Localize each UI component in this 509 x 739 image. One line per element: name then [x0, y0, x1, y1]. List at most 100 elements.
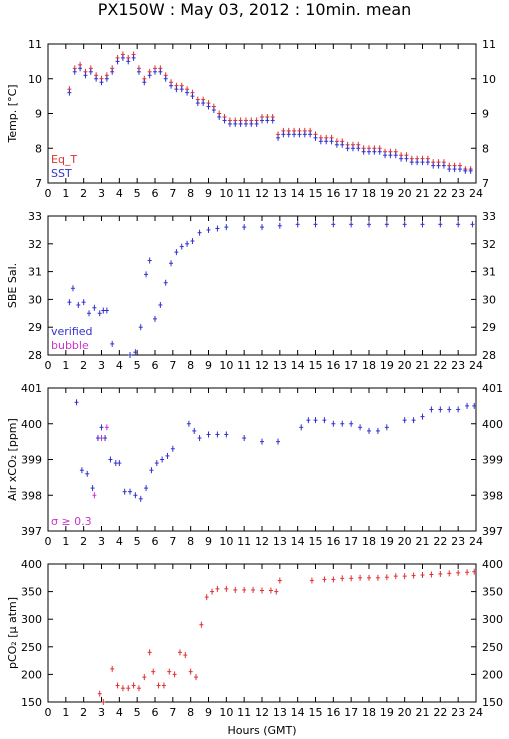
data-point [297, 131, 302, 138]
data-point [260, 587, 264, 594]
data-point [165, 452, 170, 459]
data-point [70, 285, 75, 292]
data-point [151, 668, 156, 675]
data-point [295, 221, 300, 228]
x-tick-label: 0 [45, 187, 52, 200]
data-point [163, 75, 168, 82]
data-point [99, 79, 104, 86]
y-tick-label-right: 11 [482, 38, 496, 51]
data-point [260, 438, 264, 445]
x-tick-label: 0 [45, 535, 52, 548]
data-point [384, 221, 389, 228]
y-tick-label-left: 350 [21, 586, 42, 599]
x-tick-label: 23 [451, 706, 465, 719]
data-point [367, 574, 371, 581]
data-point [402, 417, 407, 424]
data-point [179, 86, 184, 93]
data-point [425, 159, 430, 166]
x-tick-label: 3 [98, 535, 105, 548]
x-tick-label: 23 [451, 535, 465, 548]
data-point [186, 420, 191, 427]
legend-entry: SST [51, 167, 72, 180]
data-point [331, 420, 336, 427]
data-point [334, 141, 339, 148]
data-point [194, 674, 199, 681]
data-point [67, 89, 72, 96]
x-tick-label: 19 [380, 359, 394, 372]
x-tick-label: 3 [98, 187, 105, 200]
data-point [438, 570, 443, 577]
data-point [227, 120, 232, 127]
data-point [345, 145, 350, 152]
data-point [85, 470, 90, 477]
data-point [331, 576, 336, 583]
y-tick-label-left: 32 [28, 238, 42, 251]
data-point [436, 162, 441, 169]
x-axis-label: Hours (GMT) [227, 724, 296, 737]
data-point [447, 406, 452, 413]
data-point [372, 148, 377, 155]
x-tick-label: 22 [433, 706, 447, 719]
x-tick-label: 1 [62, 359, 69, 372]
x-tick-label: 19 [380, 535, 394, 548]
data-point [197, 435, 202, 442]
y-tick-label-right: 397 [482, 525, 503, 538]
data-point [215, 431, 220, 438]
x-tick-label: 12 [255, 359, 269, 372]
data-point [367, 148, 371, 155]
chart-title: PX150W : May 03, 2012 : 10min. mean [97, 0, 412, 19]
x-tick-label: 24 [469, 187, 483, 200]
x-tick-label: 8 [187, 706, 194, 719]
x-tick-label: 7 [169, 706, 176, 719]
x-tick-label: 9 [205, 535, 212, 548]
x-tick-label: 5 [134, 187, 141, 200]
x-tick-label: 16 [326, 706, 340, 719]
data-point [388, 152, 393, 159]
data-point [117, 460, 122, 467]
data-point [99, 424, 104, 431]
x-tick-label: 21 [416, 187, 430, 200]
x-tick-label: 18 [362, 706, 376, 719]
x-tick-label: 6 [152, 359, 159, 372]
x-tick-label: 0 [45, 359, 52, 372]
x-tick-label: 16 [326, 535, 340, 548]
x-tick-label: 6 [152, 706, 159, 719]
data-point [99, 435, 104, 442]
x-tick-label: 10 [219, 535, 233, 548]
x-tick-label: 6 [152, 187, 159, 200]
data-point [126, 58, 131, 65]
data-point [131, 682, 136, 689]
data-point [101, 307, 106, 314]
data-point [429, 406, 434, 413]
y-tick-label-right: 9 [482, 108, 489, 121]
data-point [224, 224, 229, 231]
x-tick-label: 17 [344, 535, 358, 548]
data-point [420, 159, 425, 166]
data-point [361, 148, 366, 155]
data-point [415, 159, 420, 166]
x-tick-label: 8 [187, 535, 194, 548]
data-point [324, 138, 329, 145]
data-point [161, 682, 166, 689]
data-point [74, 399, 79, 406]
data-point [233, 120, 238, 127]
data-point [456, 406, 461, 413]
x-tick-label: 13 [273, 187, 287, 200]
x-tick-label: 15 [309, 187, 323, 200]
data-point [131, 54, 136, 61]
data-point [349, 575, 354, 582]
x-tick-label: 18 [362, 535, 376, 548]
data-point [274, 588, 279, 595]
x-tick-label: 22 [433, 187, 447, 200]
x-tick-label: 2 [80, 535, 87, 548]
y-tick-label-left: 250 [21, 641, 42, 654]
x-tick-label: 7 [169, 187, 176, 200]
data-point [242, 435, 247, 442]
data-point [144, 271, 149, 278]
y-axis-label: Temp. [°C] [6, 84, 19, 143]
data-point [441, 162, 446, 169]
data-point [222, 117, 227, 124]
data-point [411, 572, 416, 579]
data-point [88, 68, 93, 75]
